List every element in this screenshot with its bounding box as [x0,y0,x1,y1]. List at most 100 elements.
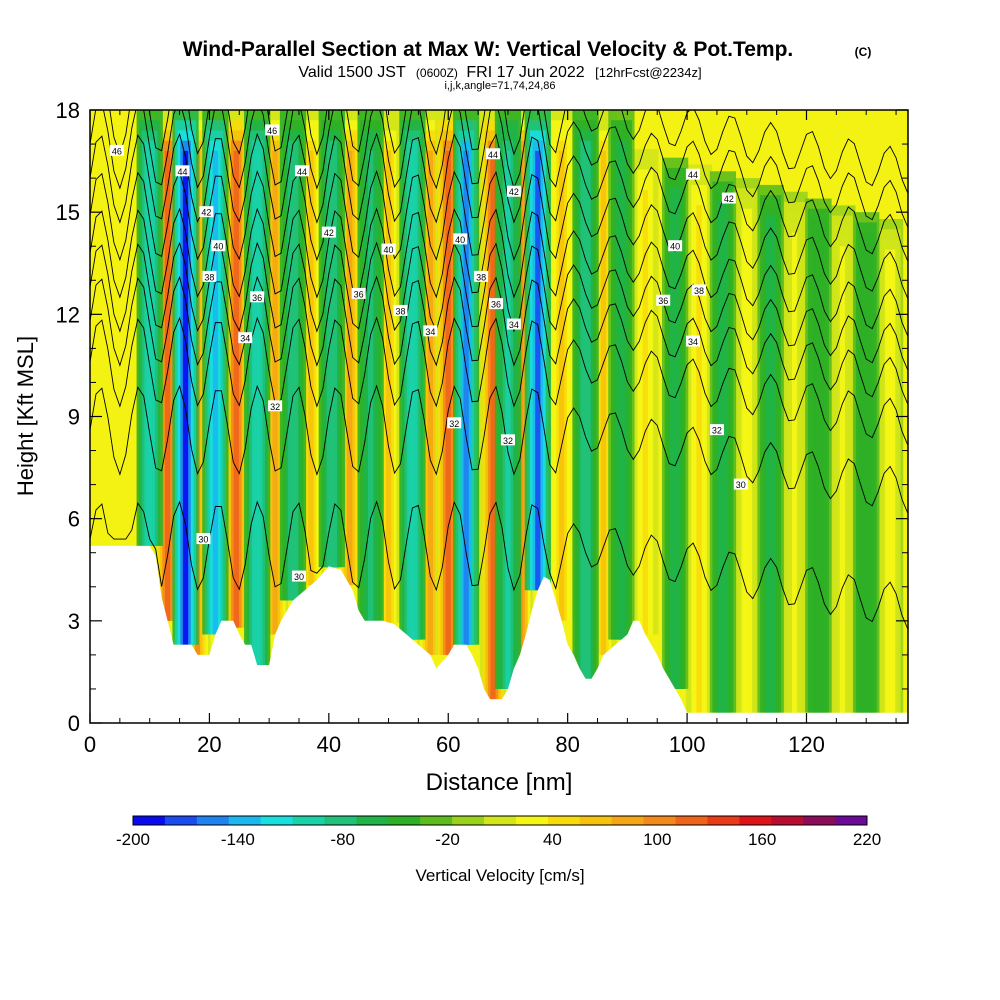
colorbar-tick-label: -140 [221,830,255,849]
theta-contour-40 [90,207,908,337]
contour-label: 38 [202,270,217,282]
theta-contour-36 [90,275,908,405]
downdraft-band [244,110,271,666]
contour-label-text: 38 [476,272,486,282]
colorbar-swatch [675,816,708,825]
velocity-cell [582,150,589,679]
contour-label-text: 30 [294,572,304,582]
contour-label: 38 [692,284,707,296]
velocity-cell [368,150,374,621]
colorbar-tick-label: 100 [643,830,671,849]
contour-label: 38 [474,270,489,282]
contour-label-bg [199,206,214,218]
velocity-cell [768,225,774,713]
contour-label: 32 [447,417,462,429]
contour-label: 42 [721,192,736,204]
contour-label: 40 [211,240,226,252]
downdraft-band [172,110,199,645]
contour-label-text: 42 [324,228,334,238]
contour-label-bg [202,270,217,282]
velocity-cell [290,150,296,601]
contour-label-bg [321,226,336,238]
contour-label-text: 36 [658,296,668,306]
velocity-cell [863,253,869,713]
colorbar-swatch [611,816,645,825]
terrain-profile [90,545,908,723]
terrain-mask [90,545,908,723]
subtitle-utc: (0600Z) [416,66,458,80]
theta-contour-46 [90,110,908,228]
updraft-band [685,164,713,713]
contour-label: 36 [250,291,265,303]
colorbar-swatch [133,816,166,825]
contour-label-text: 44 [488,150,498,160]
velocity-cell [535,150,541,591]
contour-label-text: 44 [297,167,307,177]
contour-label: 30 [733,478,748,490]
contour-label-text: 30 [736,480,746,490]
contour-label-text: 36 [491,300,501,310]
contour-label-text: 40 [455,235,465,245]
contour-label-text: 42 [201,208,211,218]
contour-label-bg [733,478,748,490]
downdraft-band [453,110,480,645]
subtitle-valid: Valid 1500 JST [298,64,406,81]
colorbar-swatch [803,816,836,825]
theta-contour-42 [90,169,908,300]
contour-label: 36 [656,294,671,306]
velocity-cell [445,150,451,655]
contour-label-text: 34 [425,327,435,337]
plot-area: 46 44 42 40 38 34 36 32 46 44 42 36 40 38 34 32 40 38 36 44… [90,110,908,723]
contour-label: 36 [489,298,504,310]
velocity-cell [505,150,511,689]
velocity-cell [618,150,625,640]
contour-label-bg [196,533,211,545]
velocity-bands [136,110,904,713]
downdraft-band [572,110,599,679]
contour-label-bg [686,168,701,180]
velocity-cell [672,198,678,689]
contour-label: 42 [321,226,336,238]
colorbar-swatch [420,816,453,825]
contour-label-text: 46 [112,146,122,156]
contour-label-bg [474,270,489,282]
contour-label-text: 36 [354,289,364,299]
contour-label-text: 40 [213,242,223,252]
contour-label-text: 44 [178,167,188,177]
x-tick-label: 80 [555,732,579,757]
contour-label-bg [692,284,707,296]
contour-label-text: 38 [204,272,214,282]
contour-label-bg [250,291,265,303]
colorbar-swatch [739,816,772,825]
contour-label: 44 [175,165,190,177]
colorbar-swatch [515,816,549,825]
colorbar-swatch [228,816,262,825]
contour-label-text: 44 [688,170,698,180]
contour-label-bg [381,243,396,255]
colorbar-swatch [388,816,421,825]
velocity-cell [642,190,648,635]
theta-contour-34 [90,316,908,446]
velocity-cell [182,150,189,645]
updraft-band [829,205,856,713]
y-axis-title: Height [Kft MSL] [13,336,38,496]
contour-label: 44 [686,168,701,180]
downdraft-band [318,110,345,568]
contour-label-text: 32 [503,436,513,446]
velocity-cell [329,150,335,568]
velocity-cell [347,150,353,586]
theta-contour-48 [90,110,908,194]
chart-title: Wind-Parallel Section at Max W: Vertical… [183,38,794,61]
theta-contour-30 [90,500,908,630]
y-tick-label: 6 [68,507,80,532]
contour-label: 44 [294,165,309,177]
velocity-cell [791,232,798,713]
x-axis-title: Distance [nm] [426,769,573,796]
x-tick-label: 120 [788,732,825,757]
contour-label-bg [351,287,366,299]
updraft-band [733,178,760,713]
velocity-cell [887,259,893,713]
contour-label-bg [686,335,701,347]
